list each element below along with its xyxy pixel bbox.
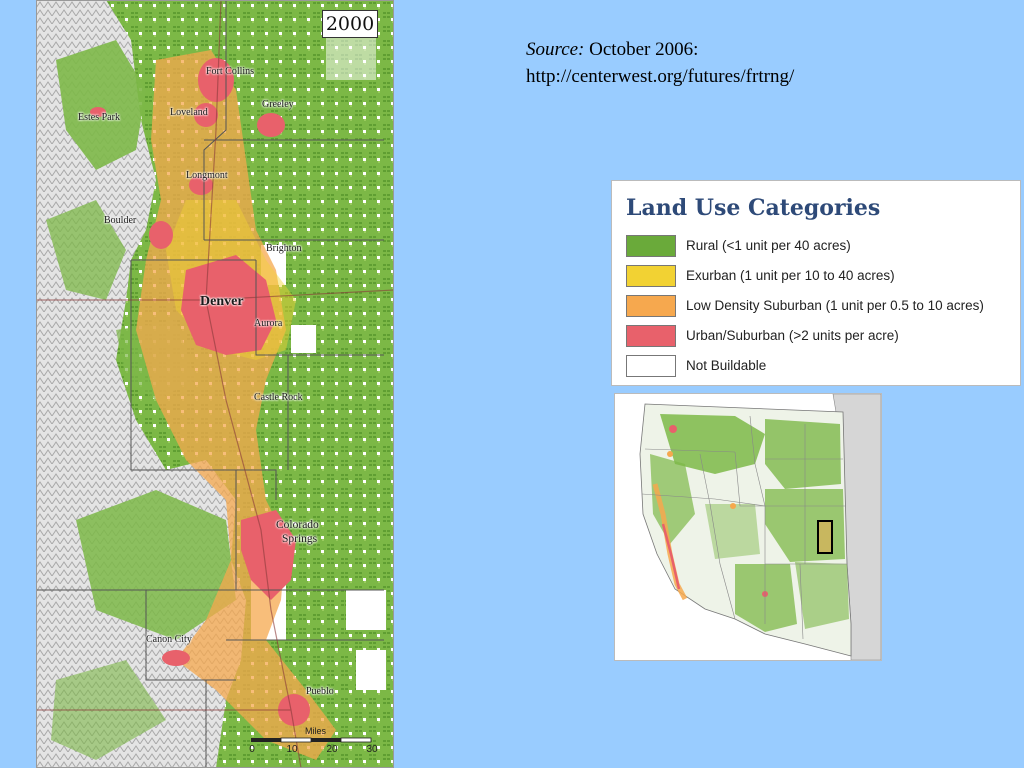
western-us-inset-map [614,393,882,661]
city-label-longmont: Longmont [186,170,228,181]
legend-label: Exurban (1 unit per 10 to 40 acres) [686,268,895,283]
land-use-map-graphic [36,0,394,768]
city-label-colorado: Colorado [276,519,319,531]
legend-label: Not Buildable [686,358,767,373]
inset-map-graphic [615,394,881,660]
legend-title: Land Use Categories [626,195,881,221]
scale-tick: 0 [249,744,255,755]
legend-swatch-not-buildable [626,355,676,377]
city-label-aurora: Aurora [254,318,283,329]
scale-units-label: Miles [305,726,327,736]
city-label-springs: Springs [282,533,318,545]
city-label-boulder: Boulder [104,215,137,226]
source-url: http://centerwest.org/futures/frtrng/ [526,66,795,87]
city-label-denver: Denver [200,294,244,309]
legend-item-not-buildable: Not Buildable [626,355,1016,377]
land-use-legend: Land Use Categories Rural (<1 unit per 4… [611,180,1021,386]
scale-tick: 30 [366,744,378,755]
legend-label: Low Density Suburban (1 unit per 0.5 to … [686,298,984,313]
source-citation: Source: October 2006: http://centerwest.… [526,36,794,90]
legend-swatch-exurban [626,265,676,287]
source-label: Source: [526,39,585,60]
source-date: October 2006: [589,39,699,60]
city-label-castle-rock: Castle Rock [254,392,303,403]
map-year-badge: 2000 [322,10,378,38]
legend-item-rural: Rural (<1 unit per 40 acres) [626,235,1016,257]
city-label-estes-park: Estes Park [78,112,120,123]
legend-label: Rural (<1 unit per 40 acres) [686,238,851,253]
legend-swatch-urban [626,325,676,347]
front-range-land-use-map: 2000 Fort Collins Estes Park Loveland Gr… [36,0,394,768]
legend-label: Urban/Suburban (>2 units per acre) [686,328,899,343]
legend-swatch-rural [626,235,676,257]
scale-tick: 20 [326,744,338,755]
study-area-highlight [817,520,833,554]
city-label-greeley: Greeley [262,99,294,110]
legend-swatch-suburban [626,295,676,317]
legend-item-urban-suburban: Urban/Suburban (>2 units per acre) [626,325,1016,347]
city-label-pueblo: Pueblo [306,686,334,697]
legend-item-exurban: Exurban (1 unit per 10 to 40 acres) [626,265,1016,287]
city-label-fort-collins: Fort Collins [206,66,255,77]
legend-item-low-density-suburban: Low Density Suburban (1 unit per 0.5 to … [626,295,1016,317]
city-label-canon-city: Canon City [146,634,192,645]
scale-bar [251,737,372,743]
city-label-brighton: Brighton [266,243,302,254]
city-label-loveland: Loveland [170,107,208,118]
scale-tick: 10 [286,744,298,755]
